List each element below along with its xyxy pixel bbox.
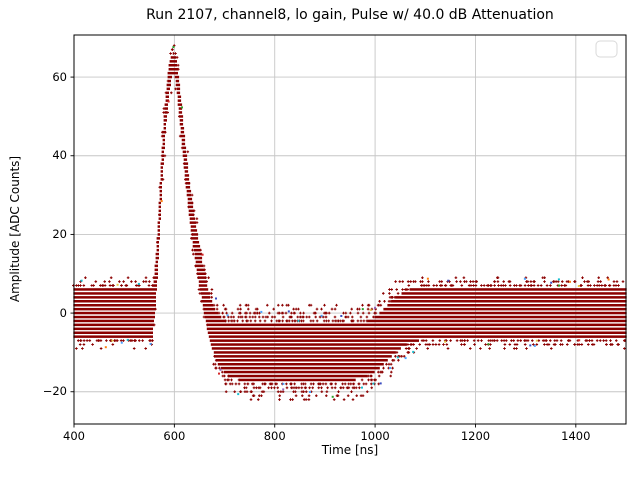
x-tick-label: 1000: [360, 429, 390, 443]
grid-lines: [73, 35, 626, 424]
y-tick-label: 0: [59, 305, 67, 320]
sparse-points: [72, 44, 627, 401]
tick-marks: [70, 76, 577, 428]
data-points: [72, 44, 627, 401]
legend-box: [595, 40, 618, 58]
x-tick-label: 1200: [460, 429, 491, 443]
y-tick-label: −20: [42, 384, 67, 399]
x-tick-label: 1400: [561, 429, 591, 443]
x-tick-label: 800: [263, 429, 286, 443]
y-tick-label: 60: [52, 69, 67, 84]
outlier-points: [80, 46, 610, 398]
x-axis-label: Time [ns]: [321, 443, 379, 457]
x-tick-label: 400: [63, 429, 85, 443]
y-tick-label: 40: [52, 148, 67, 163]
axes-spines: [73, 34, 627, 425]
y-tick-label: 20: [52, 226, 67, 241]
x-tick-label: 600: [163, 429, 186, 443]
chart-title: Run 2107, channel8, lo gain, Pulse w/ 40…: [146, 7, 554, 23]
